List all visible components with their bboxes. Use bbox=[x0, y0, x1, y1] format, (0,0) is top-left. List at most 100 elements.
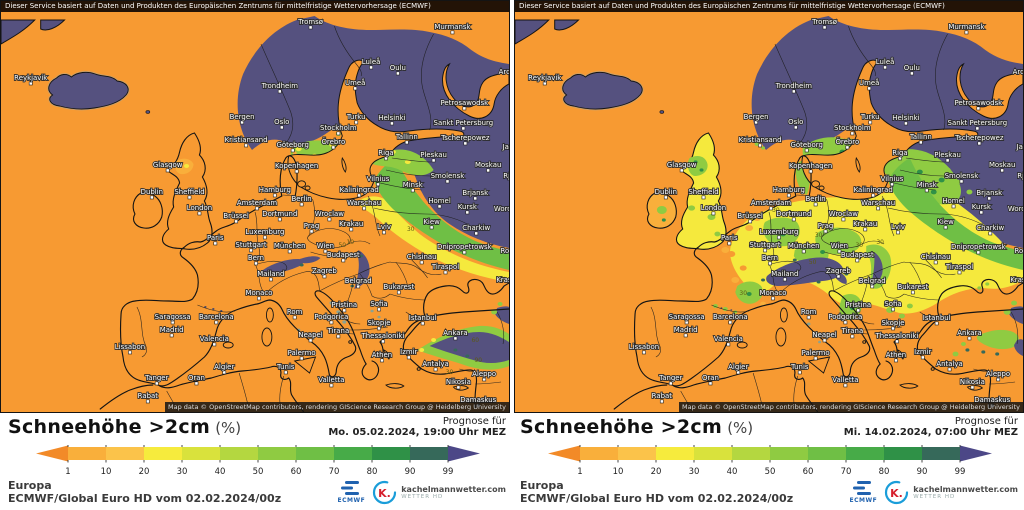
city: Nikosia bbox=[959, 377, 986, 390]
city-marker bbox=[431, 158, 436, 163]
city-marker bbox=[870, 284, 875, 289]
city-marker bbox=[979, 210, 984, 215]
scale-left-arrow bbox=[548, 445, 580, 462]
city-marker bbox=[377, 307, 381, 312]
city-label: Pristina bbox=[845, 301, 871, 309]
svg-text:60: 60 bbox=[803, 467, 814, 477]
city-marker bbox=[754, 120, 758, 125]
city: Dnipropetrowsk bbox=[436, 242, 494, 255]
city-marker bbox=[904, 121, 908, 126]
city-label: Krakau bbox=[339, 220, 363, 228]
city: Stockholm bbox=[319, 123, 358, 136]
city: Kursk bbox=[457, 202, 479, 215]
city: Izmir bbox=[913, 347, 932, 360]
city-label: Zagreb bbox=[826, 267, 851, 275]
city: Stuttgart bbox=[235, 240, 268, 253]
map-title-row: Schneehöhe >2cm (%) bbox=[8, 416, 241, 438]
iceland bbox=[562, 71, 643, 110]
city-label: Bergen bbox=[744, 113, 769, 121]
city-marker bbox=[390, 121, 394, 126]
city: Aleppo bbox=[985, 369, 1011, 382]
city-marker bbox=[863, 227, 868, 232]
city-label: Jaroslawl bbox=[1016, 143, 1023, 151]
city-marker bbox=[823, 229, 828, 234]
city: Saragossa bbox=[154, 312, 192, 325]
city-marker bbox=[299, 202, 304, 207]
map-title-row: Schneehöhe >2cm (%) bbox=[520, 416, 753, 438]
city-marker bbox=[450, 30, 455, 35]
forecast-datetime: Mi. 14.02.2024, 07:00 Uhr MEZ bbox=[843, 427, 1018, 438]
city-marker bbox=[777, 235, 781, 240]
city: Athen bbox=[885, 350, 907, 363]
city-marker bbox=[331, 145, 336, 150]
city: Bukarest bbox=[383, 282, 415, 295]
city: Tallinn bbox=[394, 132, 419, 145]
city: Trondheim bbox=[774, 81, 813, 94]
city: Rjasan bbox=[1016, 171, 1023, 181]
city-label: Antalya bbox=[422, 360, 448, 368]
city-label: Neapel bbox=[298, 331, 322, 339]
city: Valletta bbox=[317, 375, 345, 388]
scale-segment bbox=[372, 447, 410, 460]
city: Archangelsk bbox=[498, 67, 509, 77]
city: Örebro bbox=[835, 136, 860, 150]
city-marker bbox=[369, 65, 373, 70]
city-label: Bern bbox=[248, 254, 264, 262]
kachelmannwetter-logo[interactable]: K. kachelmannwetter.com WETTER HD bbox=[884, 480, 1018, 505]
city-label: Warschau bbox=[861, 199, 895, 207]
city-marker bbox=[382, 230, 386, 235]
city: Homel bbox=[427, 196, 452, 209]
city-marker bbox=[170, 320, 175, 325]
city-label: Petrosawodsk bbox=[440, 99, 489, 107]
greenland-corner bbox=[40, 19, 66, 31]
ecmwf-logo[interactable]: ECMWF bbox=[338, 481, 366, 504]
ecmwf-logo[interactable]: ECMWF bbox=[850, 481, 878, 504]
city-marker bbox=[290, 148, 295, 153]
svg-text:50: 50 bbox=[765, 467, 776, 477]
city: Zagreb bbox=[311, 266, 338, 279]
scale-segment bbox=[656, 447, 694, 460]
city-label: Homel bbox=[942, 197, 964, 205]
city-label: Saragossa bbox=[155, 313, 191, 321]
city-marker bbox=[845, 145, 850, 150]
city-label: Nikosia bbox=[446, 378, 471, 386]
island-color-fields bbox=[175, 158, 194, 175]
city-label: Madrid bbox=[674, 326, 698, 334]
city: Rom bbox=[800, 307, 818, 320]
city-label: Podgorica bbox=[828, 313, 862, 321]
city-marker bbox=[987, 196, 992, 201]
city: Podgorica bbox=[827, 312, 863, 325]
city-label: Stockholm bbox=[320, 124, 357, 132]
city-label: Rabat bbox=[138, 392, 159, 400]
city-marker bbox=[410, 188, 415, 193]
map-panel-left: Dieser Service basiert auf Daten und Pro… bbox=[0, 0, 510, 505]
city-marker bbox=[813, 356, 818, 361]
city: Tanger bbox=[143, 373, 169, 386]
weather-map-right[interactable]: 30 30 30 30 50 30 Reykjavik Tromsø Murmansk Luleå… bbox=[515, 12, 1023, 412]
city-label: Hamburg bbox=[259, 186, 291, 194]
city-marker bbox=[890, 182, 894, 187]
city: Ankara bbox=[956, 328, 983, 341]
svg-text:99: 99 bbox=[443, 467, 454, 477]
city-label: Göteborg bbox=[276, 141, 308, 149]
city: Woronesch bbox=[1007, 204, 1023, 214]
city-label: Moskau bbox=[475, 161, 501, 169]
city-marker bbox=[474, 231, 479, 236]
city-marker bbox=[404, 140, 409, 145]
city-marker bbox=[967, 336, 972, 341]
city: Tromsø bbox=[810, 17, 839, 30]
city-label: Chisinau bbox=[407, 253, 437, 261]
city: Thessaloniki bbox=[360, 331, 405, 344]
city: Kopenhagen bbox=[788, 161, 833, 174]
scale-segment bbox=[334, 447, 372, 460]
city: Murmansk bbox=[433, 22, 472, 35]
city: Tirana bbox=[840, 326, 864, 339]
city-label: Archangelsk bbox=[499, 68, 509, 76]
kachelmannwetter-logo[interactable]: K. kachelmannwetter.com WETTER HD bbox=[372, 480, 506, 505]
city-marker bbox=[268, 277, 273, 282]
city-label: Lviv bbox=[377, 223, 391, 231]
city-marker bbox=[668, 381, 673, 386]
city: Chisinau bbox=[920, 252, 951, 265]
city-marker bbox=[843, 320, 848, 325]
